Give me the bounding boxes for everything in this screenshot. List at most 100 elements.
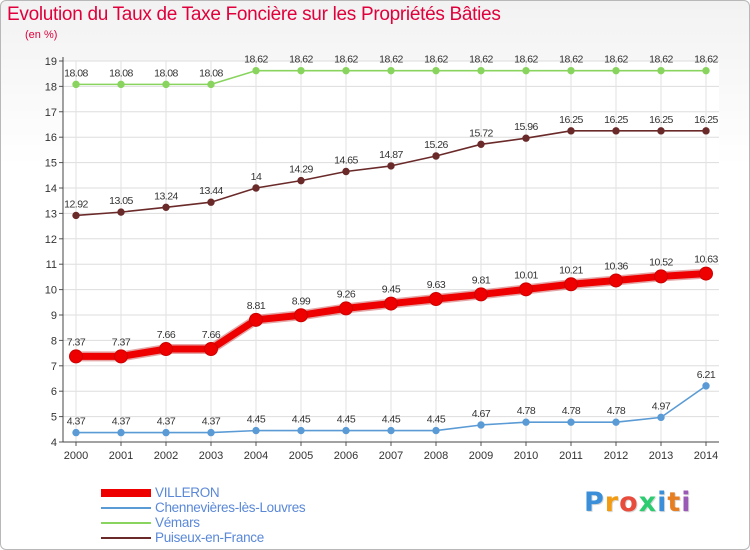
data-point [522, 418, 530, 426]
data-point [207, 198, 215, 206]
data-label: 18.62 [244, 54, 268, 66]
data-point [117, 208, 125, 216]
data-point [432, 152, 440, 160]
legend-label: Chennevières-lès-Louvres [155, 500, 306, 515]
data-label: 15.26 [424, 139, 448, 151]
data-label: 18.62 [694, 54, 718, 66]
data-label: 18.62 [649, 54, 673, 66]
data-label: 16.25 [694, 114, 718, 126]
data-label: 8.99 [292, 295, 311, 307]
data-label: 4.45 [292, 414, 311, 426]
data-label: 4.78 [607, 405, 626, 417]
data-point [477, 140, 485, 149]
y-tick-label: 15 [45, 158, 57, 170]
data-point [297, 426, 305, 435]
data-label: 7.66 [157, 329, 176, 341]
data-label: 14.29 [289, 164, 313, 176]
data-label: 14.87 [379, 149, 403, 161]
y-tick-label: 19 [45, 56, 57, 68]
data-point [564, 277, 578, 292]
data-label: 15.96 [514, 121, 538, 133]
logo-letter: o [619, 487, 639, 518]
data-label: 18.62 [334, 54, 358, 66]
data-label: 16.25 [649, 114, 673, 126]
data-label: 18.08 [109, 67, 133, 79]
data-label: 4.37 [112, 416, 131, 428]
data-point [297, 66, 305, 75]
data-point [249, 312, 263, 327]
data-label: 9.26 [337, 288, 356, 300]
data-point [207, 80, 215, 89]
data-label: 9.81 [472, 274, 491, 286]
data-point [612, 127, 620, 135]
y-tick-label: 17 [45, 107, 57, 119]
y-tick-label: 7 [51, 361, 57, 373]
y-axis-unit-label: (en %) [25, 29, 58, 41]
data-label: 18.08 [199, 67, 223, 79]
data-point [342, 167, 350, 176]
data-point [567, 418, 575, 426]
data-point [609, 273, 623, 288]
data-label: 18.62 [469, 54, 493, 66]
data-point [72, 80, 80, 89]
y-tick-label: 8 [51, 335, 57, 347]
x-tick-label: 2014 [694, 450, 718, 462]
data-label: 18.62 [514, 54, 538, 66]
data-label: 10.36 [604, 260, 628, 272]
data-point [567, 127, 575, 135]
x-tick-label: 2003 [199, 450, 223, 462]
data-label: 4.45 [427, 414, 446, 426]
y-tick-label: 16 [45, 132, 57, 144]
data-label: 4.67 [472, 408, 491, 420]
data-point [429, 291, 443, 306]
data-label: 4.45 [337, 414, 356, 426]
data-point [702, 127, 710, 135]
legend-label: Puiseux-en-France [155, 530, 264, 545]
data-point [477, 421, 485, 429]
data-point [252, 184, 260, 192]
data-label: 14 [251, 171, 262, 183]
logo-letter: t [667, 487, 682, 518]
x-tick-label: 2007 [379, 450, 403, 462]
data-label: 4.78 [517, 405, 536, 417]
x-tick-label: 2010 [514, 450, 538, 462]
data-point [72, 428, 80, 437]
x-tick-label: 2001 [109, 450, 133, 462]
data-point [162, 80, 170, 89]
logo-letter: i [681, 487, 692, 518]
data-point [702, 66, 710, 75]
data-point [384, 296, 398, 311]
data-label: 9.45 [382, 284, 401, 296]
data-label: 18.62 [424, 54, 448, 66]
data-label: 10.01 [514, 269, 538, 281]
x-tick-label: 2000 [64, 450, 88, 462]
data-point [657, 127, 665, 135]
y-tick-label: 9 [51, 310, 57, 322]
data-label: 4.37 [67, 416, 86, 428]
data-point [567, 66, 575, 75]
data-point [612, 66, 620, 75]
chart-title: Evolution du Taux de Taxe Foncière sur l… [7, 4, 501, 25]
data-label: 4.78 [562, 405, 581, 417]
data-point [342, 426, 350, 435]
y-tick-label: 13 [45, 208, 57, 220]
data-point [162, 428, 170, 437]
data-label: 8.81 [247, 300, 266, 312]
data-label: 18.62 [289, 54, 313, 66]
legend-label: Vémars [155, 515, 200, 530]
data-point [522, 134, 530, 142]
data-label: 18.62 [604, 54, 628, 66]
logo-letter: P [584, 487, 605, 518]
data-point [207, 428, 215, 437]
legend-swatch-villeron [101, 489, 151, 497]
data-label: 13.24 [154, 190, 178, 202]
y-tick-label: 5 [51, 412, 57, 424]
data-point [162, 203, 170, 212]
data-point [432, 66, 440, 75]
data-point [702, 382, 710, 390]
legend-swatch-vemars [101, 522, 151, 524]
data-point [117, 80, 125, 89]
data-label: 16.25 [604, 114, 628, 126]
data-point [339, 301, 353, 316]
data-label: 4.45 [382, 414, 401, 426]
